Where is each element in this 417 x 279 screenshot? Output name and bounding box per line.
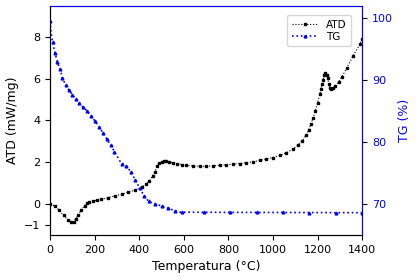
- ATD: [48, 202, 53, 206]
- Line: ATD: ATD: [49, 37, 364, 223]
- Y-axis label: TG (%): TG (%): [399, 99, 412, 142]
- TG: [48, 20, 53, 23]
- TG: [60, 76, 65, 80]
- X-axis label: Temperatura (°C): Temperatura (°C): [152, 260, 261, 273]
- ATD: [175, 162, 180, 165]
- ATD: [143, 182, 148, 186]
- TG: [236, 211, 241, 214]
- Y-axis label: ATD (mW/mg): ATD (mW/mg): [5, 77, 18, 164]
- TG: [72, 96, 77, 99]
- Line: TG: TG: [49, 20, 364, 214]
- ATD: [132, 189, 137, 192]
- ATD: [69, 220, 74, 224]
- TG: [94, 121, 99, 124]
- TG: [360, 211, 365, 214]
- ATD: [257, 159, 262, 162]
- TG: [86, 111, 91, 114]
- ATD: [313, 109, 318, 113]
- Legend: ATD, TG: ATD, TG: [287, 15, 351, 46]
- ATD: [170, 161, 175, 164]
- ATD: [360, 37, 365, 40]
- TG: [133, 178, 138, 182]
